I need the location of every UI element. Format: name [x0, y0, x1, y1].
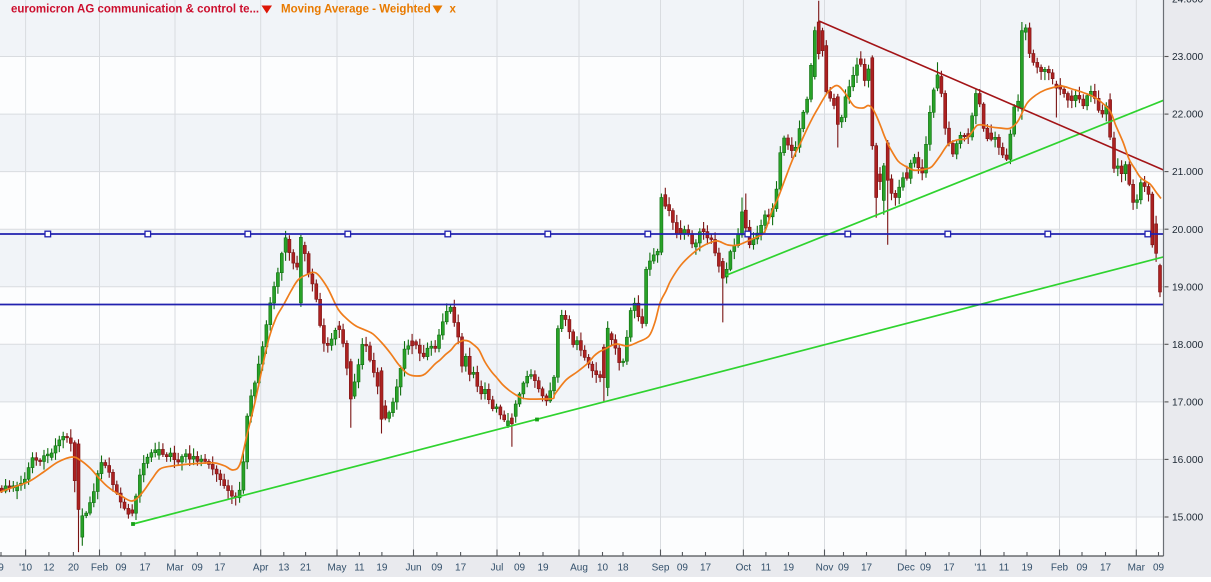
- svg-text:09: 09: [115, 563, 127, 574]
- svg-text:19: 19: [537, 563, 549, 574]
- svg-text:euromicron AG communication &: euromicron AG communication & control te…: [11, 4, 259, 16]
- svg-text:17.000: 17.000: [1172, 398, 1203, 409]
- svg-text:Oct: Oct: [736, 563, 752, 574]
- svg-text:Mar: Mar: [166, 563, 184, 574]
- svg-text:09: 09: [677, 563, 689, 574]
- svg-text:17: 17: [455, 563, 467, 574]
- svg-text:17: 17: [861, 563, 873, 574]
- svg-text:x: x: [450, 4, 457, 16]
- svg-text:'10: '10: [19, 563, 32, 574]
- svg-text:17: 17: [214, 563, 226, 574]
- svg-text:23.000: 23.000: [1172, 52, 1203, 63]
- svg-text:12: 12: [43, 563, 55, 574]
- svg-text:May: May: [328, 563, 347, 574]
- svg-text:17: 17: [139, 563, 151, 574]
- svg-text:19: 19: [376, 563, 388, 574]
- svg-text:11: 11: [354, 563, 365, 574]
- svg-text:17: 17: [1100, 563, 1112, 574]
- svg-text:09: 09: [920, 563, 932, 574]
- svg-text:09: 09: [514, 563, 526, 574]
- svg-text:10: 10: [597, 563, 609, 574]
- svg-text:Feb: Feb: [1051, 563, 1069, 574]
- svg-text:Feb: Feb: [91, 563, 109, 574]
- svg-text:15.000: 15.000: [1172, 513, 1203, 524]
- svg-text:Moving Average - Weighted: Moving Average - Weighted: [281, 4, 431, 16]
- svg-text:17: 17: [700, 563, 712, 574]
- svg-text:Nov: Nov: [816, 563, 834, 574]
- svg-text:18: 18: [617, 563, 629, 574]
- svg-text:'11: '11: [974, 563, 987, 574]
- svg-text:9: 9: [0, 563, 4, 574]
- svg-text:09: 09: [431, 563, 443, 574]
- svg-text:Dec: Dec: [897, 563, 915, 574]
- svg-text:Aug: Aug: [570, 563, 588, 574]
- svg-text:19: 19: [1021, 563, 1033, 574]
- svg-text:09: 09: [838, 563, 850, 574]
- svg-text:16.000: 16.000: [1172, 455, 1203, 466]
- svg-text:Sep: Sep: [652, 563, 670, 574]
- svg-text:19.000: 19.000: [1172, 282, 1203, 293]
- svg-text:11: 11: [999, 563, 1010, 574]
- svg-text:24.000: 24.000: [1172, 0, 1203, 6]
- svg-text:20: 20: [68, 563, 80, 574]
- svg-text:09: 09: [1076, 563, 1088, 574]
- svg-text:09: 09: [192, 563, 204, 574]
- svg-text:20.000: 20.000: [1172, 225, 1203, 236]
- svg-text:22.000: 22.000: [1172, 110, 1203, 121]
- svg-text:Mar: Mar: [1128, 563, 1146, 574]
- svg-text:11: 11: [761, 563, 772, 574]
- svg-text:21.000: 21.000: [1172, 167, 1203, 178]
- svg-text:21: 21: [300, 563, 312, 574]
- svg-text:19: 19: [783, 563, 795, 574]
- svg-text:13: 13: [278, 563, 290, 574]
- svg-text:Jul: Jul: [491, 563, 504, 574]
- svg-text:09: 09: [1153, 563, 1165, 574]
- svg-text:Jun: Jun: [405, 563, 421, 574]
- svg-text:Apr: Apr: [253, 563, 269, 574]
- svg-text:17: 17: [943, 563, 955, 574]
- svg-text:18.000: 18.000: [1172, 340, 1203, 351]
